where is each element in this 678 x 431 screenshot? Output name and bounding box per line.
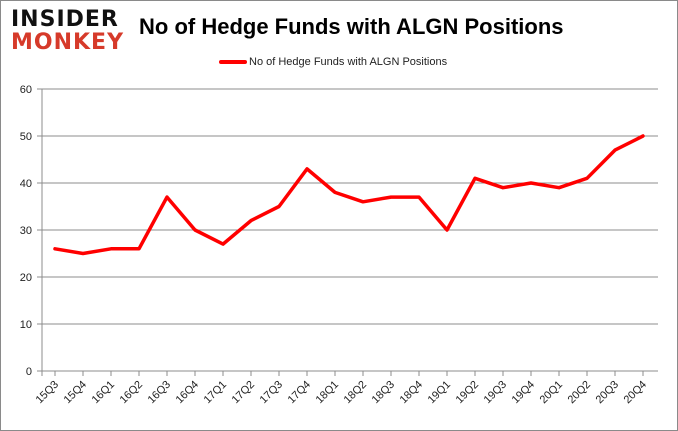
logo-line-1: INSIDER [11, 7, 119, 32]
x-tick-label: 17Q1 [202, 379, 230, 407]
chart-title: No of Hedge Funds with ALGN Positions [139, 14, 564, 39]
x-tick-label: 15Q4 [62, 379, 90, 407]
x-tick-label: 15Q3 [34, 379, 62, 407]
y-tick-label: 30 [20, 225, 32, 237]
y-tick-label: 60 [20, 84, 32, 96]
x-tick-label: 17Q4 [286, 379, 314, 407]
y-tick-label: 40 [20, 178, 32, 190]
x-tick-label: 16Q2 [118, 379, 146, 407]
y-tick-label: 50 [20, 131, 32, 143]
legend-swatch [219, 60, 247, 64]
x-tick-label: 20Q2 [566, 379, 594, 407]
x-tick-label: 16Q1 [90, 379, 118, 407]
x-tick-label: 16Q3 [146, 379, 174, 407]
y-tick-label: 10 [20, 319, 32, 331]
x-tick-label: 19Q2 [454, 379, 482, 407]
x-tick-label: 18Q4 [398, 379, 426, 407]
legend-label: No of Hedge Funds with ALGN Positions [249, 56, 448, 68]
y-tick-label: 0 [26, 366, 32, 378]
insider-monkey-logo: INSIDER MONKEY [11, 9, 126, 55]
series-line [53, 134, 645, 256]
x-tick-label: 20Q1 [538, 379, 566, 407]
x-tick-label: 19Q4 [510, 379, 538, 407]
logo-line-2: MONKEY [11, 30, 125, 55]
x-tick-label: 19Q1 [426, 379, 454, 407]
y-tick-label: 20 [20, 272, 32, 284]
x-tick-label: 18Q3 [370, 379, 398, 407]
x-tick-label: 17Q3 [258, 379, 286, 407]
x-tick-label: 20Q3 [594, 379, 622, 407]
x-tick-label: 20Q4 [622, 379, 650, 407]
x-tick-label: 19Q3 [482, 379, 510, 407]
x-tick-label: 18Q2 [342, 379, 370, 407]
legend: No of Hedge Funds with ALGN Positions [219, 56, 447, 68]
x-tick-label: 16Q4 [174, 379, 202, 407]
x-tick-label: 18Q1 [314, 379, 342, 407]
x-tick-label: 17Q2 [230, 379, 258, 407]
